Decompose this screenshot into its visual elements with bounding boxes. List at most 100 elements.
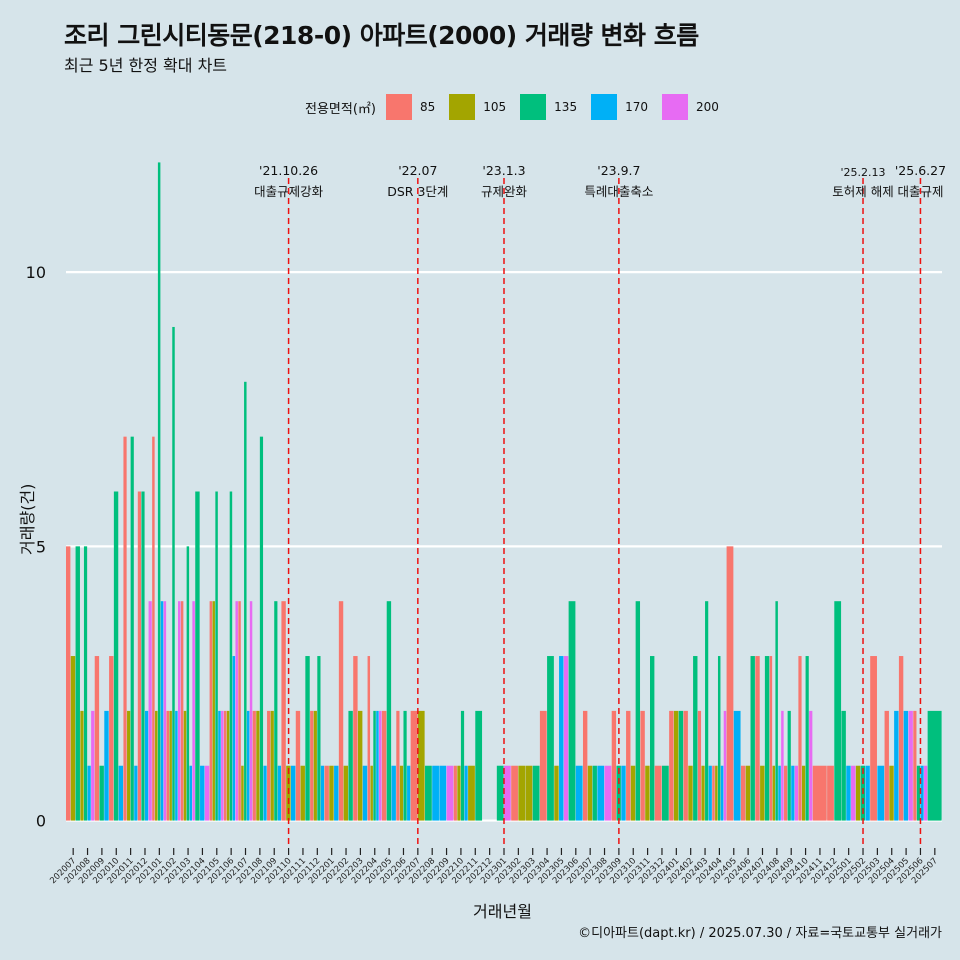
bar-202506-200 (924, 765, 928, 821)
bar-202110-85 (281, 601, 286, 821)
legend-title: 전용면적(㎡) (305, 101, 376, 117)
bar-202402-135 (693, 656, 698, 821)
bar-202111-85 (295, 710, 301, 821)
bar-202308-200 (604, 765, 612, 821)
bar-202011-85 (123, 436, 127, 821)
bar-202210-170 (464, 765, 468, 821)
event-label-202309: 특례대출축소 (584, 184, 653, 199)
bar-202101-170 (160, 601, 164, 821)
legend-swatch-170 (591, 94, 618, 120)
bar-202305-170 (559, 656, 564, 821)
y-tick-label-5: 5 (36, 537, 46, 556)
legend-item-200: 200 (661, 94, 719, 120)
bar-202012-170 (144, 710, 149, 821)
bar-202412-135 (834, 601, 842, 821)
bar-202306-170 (575, 765, 583, 821)
bar-202403-170 (708, 765, 712, 821)
bar-202108-170 (263, 765, 267, 821)
bar-202201-170 (334, 765, 339, 821)
legend-item-105: 105 (449, 94, 506, 120)
x-axis: 2020072020082020092020102020112020122021… (48, 848, 940, 886)
bar-202007-135 (75, 546, 80, 821)
bar-202312-85 (654, 765, 662, 821)
bar-202103-200 (192, 601, 195, 821)
bar-202203-85 (353, 656, 358, 821)
bar-202308-170 (597, 765, 605, 821)
x-axis-title: 거래년월 (473, 902, 532, 921)
bar-202009-170 (104, 710, 109, 821)
bar-202301-135 (496, 765, 504, 821)
bar-202109-170 (277, 765, 282, 821)
bar-202104-170 (200, 765, 205, 821)
bar-202407-135 (764, 656, 770, 821)
bar-202204-135 (373, 710, 376, 821)
y-tick-label-0: 0 (36, 812, 46, 831)
bar-202103-135 (186, 546, 190, 821)
bar-202504-170 (894, 710, 899, 821)
bar-202406-105 (745, 765, 751, 821)
bar-202105-85 (209, 601, 213, 821)
bar-202410-105 (801, 765, 806, 821)
bar-202110-170 (290, 765, 296, 821)
bar-202402-85 (683, 710, 688, 821)
bar-202101-85 (152, 436, 155, 821)
bar-202201-85 (324, 765, 329, 821)
bar-202010-135 (113, 491, 119, 821)
bar-202112-135 (317, 656, 321, 821)
event-date-202309: '23.9.7 (597, 163, 640, 178)
bar-202102-200 (178, 601, 181, 821)
bar-202311-85 (640, 710, 645, 821)
bar-202307-105 (587, 765, 593, 821)
bar-202204-170 (376, 710, 379, 821)
bar-202402-105 (688, 765, 693, 821)
bar-202201-105 (329, 765, 334, 821)
chart-title: 조리 그린시티동문(218-0) 아파트(2000) 거래량 변화 흐름 (64, 21, 699, 50)
bar-202012-135 (141, 491, 145, 821)
bar-202105-200 (221, 710, 224, 821)
event-label-202207: DSR 3단계 (387, 184, 448, 199)
bar-202408-170 (778, 765, 781, 821)
event-date-202502: '25.2.13 (841, 166, 886, 179)
bar-202008-170 (87, 765, 91, 821)
bar-202011-170 (134, 765, 138, 821)
bar-202505-200 (908, 710, 913, 821)
bar-202410-200 (809, 710, 813, 821)
bar-202405-170 (733, 710, 741, 821)
bar-202411-85 (812, 765, 827, 821)
bar-202101-135 (157, 162, 161, 821)
bar-202507-135 (927, 710, 942, 821)
bar-202205-170 (391, 765, 396, 821)
bar-202206-135 (403, 710, 407, 821)
bar-202105-135 (215, 491, 218, 821)
bar-202106-170 (232, 656, 236, 821)
bar-202504-85 (884, 710, 889, 821)
bar-202303-135 (532, 765, 540, 821)
bar-202204-105 (370, 765, 373, 821)
bar-202207-85 (410, 710, 418, 821)
bar-202407-105 (760, 765, 765, 821)
bar-202412-85 (827, 765, 834, 821)
bar-202310-105 (630, 765, 636, 821)
bar-202109-85 (267, 710, 271, 821)
bar-202108-105 (256, 710, 260, 821)
chart-subtitle: 최근 5년 한정 확대 차트 (64, 56, 228, 75)
bar-202012-200 (148, 601, 152, 821)
legend-swatch-135 (520, 94, 547, 120)
bar-202410-85 (798, 656, 802, 821)
bar-202310-135 (635, 601, 641, 821)
legend-label-170: 170 (625, 100, 648, 114)
bar-202401-105 (673, 710, 679, 821)
bar-202106-135 (229, 491, 233, 821)
bar-202111-105 (300, 765, 305, 821)
bar-202112-85 (310, 710, 314, 821)
bar-202305-105 (554, 765, 559, 821)
bar-202505-170 (903, 710, 909, 821)
bar-202207-105 (417, 710, 425, 821)
bar-202307-135 (592, 765, 597, 821)
bar-202108-135 (259, 436, 264, 821)
bar-202502-105 (855, 765, 861, 821)
bar-202102-135 (172, 326, 175, 821)
bar-202304-85 (539, 710, 547, 821)
legend-swatch-200 (661, 94, 688, 120)
source-caption: ©디아파트(dapt.kr) / 2025.07.30 / 자료=국토교통부 실… (578, 926, 942, 941)
